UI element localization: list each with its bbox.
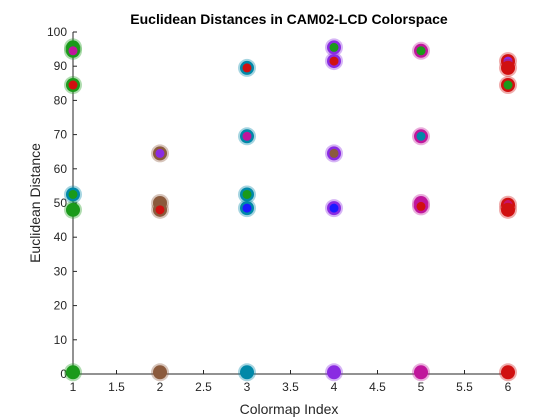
data-point-inner	[242, 63, 252, 73]
data-point-inner	[68, 189, 78, 199]
data-point	[238, 199, 256, 218]
x-tick-label: 1	[70, 380, 77, 394]
data-point	[325, 363, 343, 382]
y-tick-label: 60	[54, 162, 68, 176]
data-point	[238, 185, 256, 204]
data-point-inner	[155, 367, 165, 377]
data-point	[64, 185, 82, 204]
y-axis-label: Euclidean Distance	[27, 143, 43, 263]
data-point	[412, 41, 430, 60]
data-point-inner	[155, 148, 165, 158]
data-point	[325, 38, 343, 57]
data-point-inner	[329, 203, 339, 213]
data-point-inner	[503, 80, 513, 90]
x-axis-label: Colormap Index	[240, 401, 339, 417]
x-tick-label: 6	[505, 380, 512, 394]
y-tick-label: 40	[54, 230, 68, 244]
data-point	[238, 363, 256, 382]
data-point-inner	[503, 63, 513, 73]
data-point-inner	[416, 131, 426, 141]
y-tick-label: 30	[54, 264, 68, 278]
y-tick-label: 0	[60, 367, 67, 381]
data-point	[151, 363, 169, 382]
data-point-inner	[68, 80, 78, 90]
data-point-inner	[329, 42, 339, 52]
data-point-inner	[329, 56, 339, 66]
data-point	[64, 76, 82, 95]
data-point-inner	[503, 367, 513, 377]
data-point	[412, 197, 430, 216]
data-point	[151, 200, 169, 219]
y-tick-label: 20	[54, 299, 68, 313]
x-tick-label: 4	[331, 380, 338, 394]
data-point	[499, 200, 517, 219]
data-point-inner	[503, 205, 513, 215]
data-point-inner	[329, 148, 339, 158]
axes: 1 1.5 2 2.5 3 3.5 4 4.5 5 5.5 60102030405060708090…	[47, 25, 512, 394]
data-point	[325, 199, 343, 218]
x-tick-label: 2	[157, 380, 164, 394]
data-point-inner	[68, 205, 78, 215]
data-point-inner	[68, 367, 78, 377]
data-point-inner	[242, 131, 252, 141]
chart-title: Euclidean Distances in CAM02-LCD Colorsp…	[130, 11, 448, 27]
data-point-inner	[242, 367, 252, 377]
data-point	[325, 144, 343, 163]
y-tick-label: 90	[54, 59, 68, 73]
data-point	[325, 52, 343, 71]
data-point	[64, 41, 82, 60]
data-point-inner	[416, 46, 426, 56]
y-tick-label: 10	[54, 333, 68, 347]
x-tick-label: 5	[418, 380, 425, 394]
data-point-inner	[416, 201, 426, 211]
data-point-inner	[416, 367, 426, 377]
x-tick-label: 1.5	[108, 380, 125, 394]
y-tick-label: 80	[54, 93, 68, 107]
data-point-inner	[242, 189, 252, 199]
y-tick-label: 70	[54, 128, 68, 142]
data-point	[64, 200, 82, 219]
data-point	[412, 127, 430, 146]
y-tick-label: 50	[54, 196, 68, 210]
x-tick-label: 4.5	[369, 380, 386, 394]
data-point-inner	[155, 205, 165, 215]
data-point	[499, 363, 517, 382]
x-tick-label: 3	[244, 380, 251, 394]
data-point-inner	[329, 367, 339, 377]
data-point	[151, 144, 169, 163]
y-tick-label: 100	[47, 25, 67, 39]
data-point	[238, 58, 256, 77]
data-point	[64, 363, 82, 382]
data-point-inner	[242, 203, 252, 213]
x-tick-label: 5.5	[456, 380, 473, 394]
data-point	[499, 58, 517, 77]
data-point	[238, 127, 256, 146]
data-point-inner	[68, 46, 78, 56]
data-point	[499, 76, 517, 95]
x-tick-label: 2.5	[195, 380, 212, 394]
x-tick-label: 3.5	[282, 380, 299, 394]
data-points	[64, 38, 517, 382]
data-point	[412, 363, 430, 382]
